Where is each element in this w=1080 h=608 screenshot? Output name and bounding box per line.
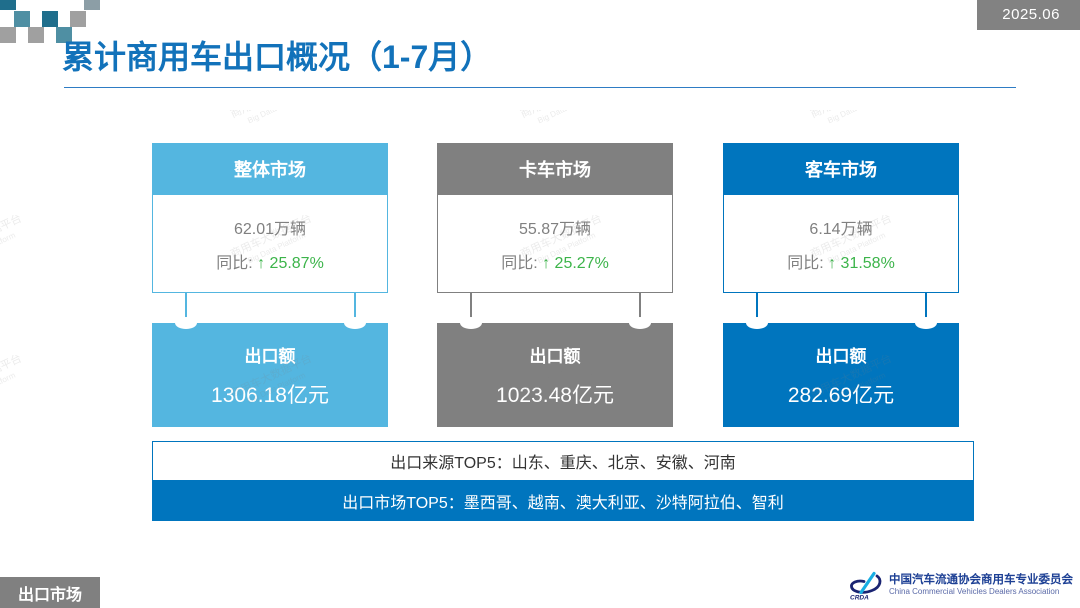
svg-text:CRDA: CRDA [850,595,869,602]
